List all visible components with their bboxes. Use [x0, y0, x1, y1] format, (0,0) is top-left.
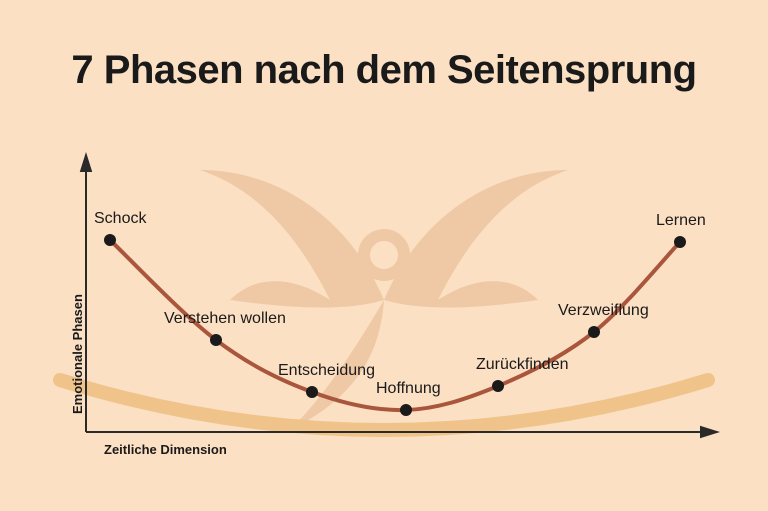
point-label: Verzweiflung — [558, 302, 649, 320]
point-marker — [104, 234, 116, 246]
point-label: Lernen — [656, 212, 706, 230]
point-marker — [210, 334, 222, 346]
infographic-canvas: 7 Phasen nach dem Seitensprung Emotional… — [0, 0, 768, 511]
point-marker — [306, 386, 318, 398]
point-marker — [588, 326, 600, 338]
point-marker — [674, 236, 686, 248]
chart-svg — [86, 162, 712, 440]
point-label: Hoffnung — [376, 380, 441, 398]
x-axis-label: Zeitliche Dimension — [104, 442, 227, 457]
point-label: Verstehen wollen — [164, 310, 286, 328]
point-marker — [492, 380, 504, 392]
y-axis-label: Emotionale Phasen — [70, 294, 85, 414]
chart-title: 7 Phasen nach dem Seitensprung — [71, 48, 696, 93]
point-marker — [400, 404, 412, 416]
point-label: Zurückfinden — [476, 356, 569, 374]
point-label: Entscheidung — [278, 362, 375, 380]
point-label: Schock — [94, 210, 146, 228]
